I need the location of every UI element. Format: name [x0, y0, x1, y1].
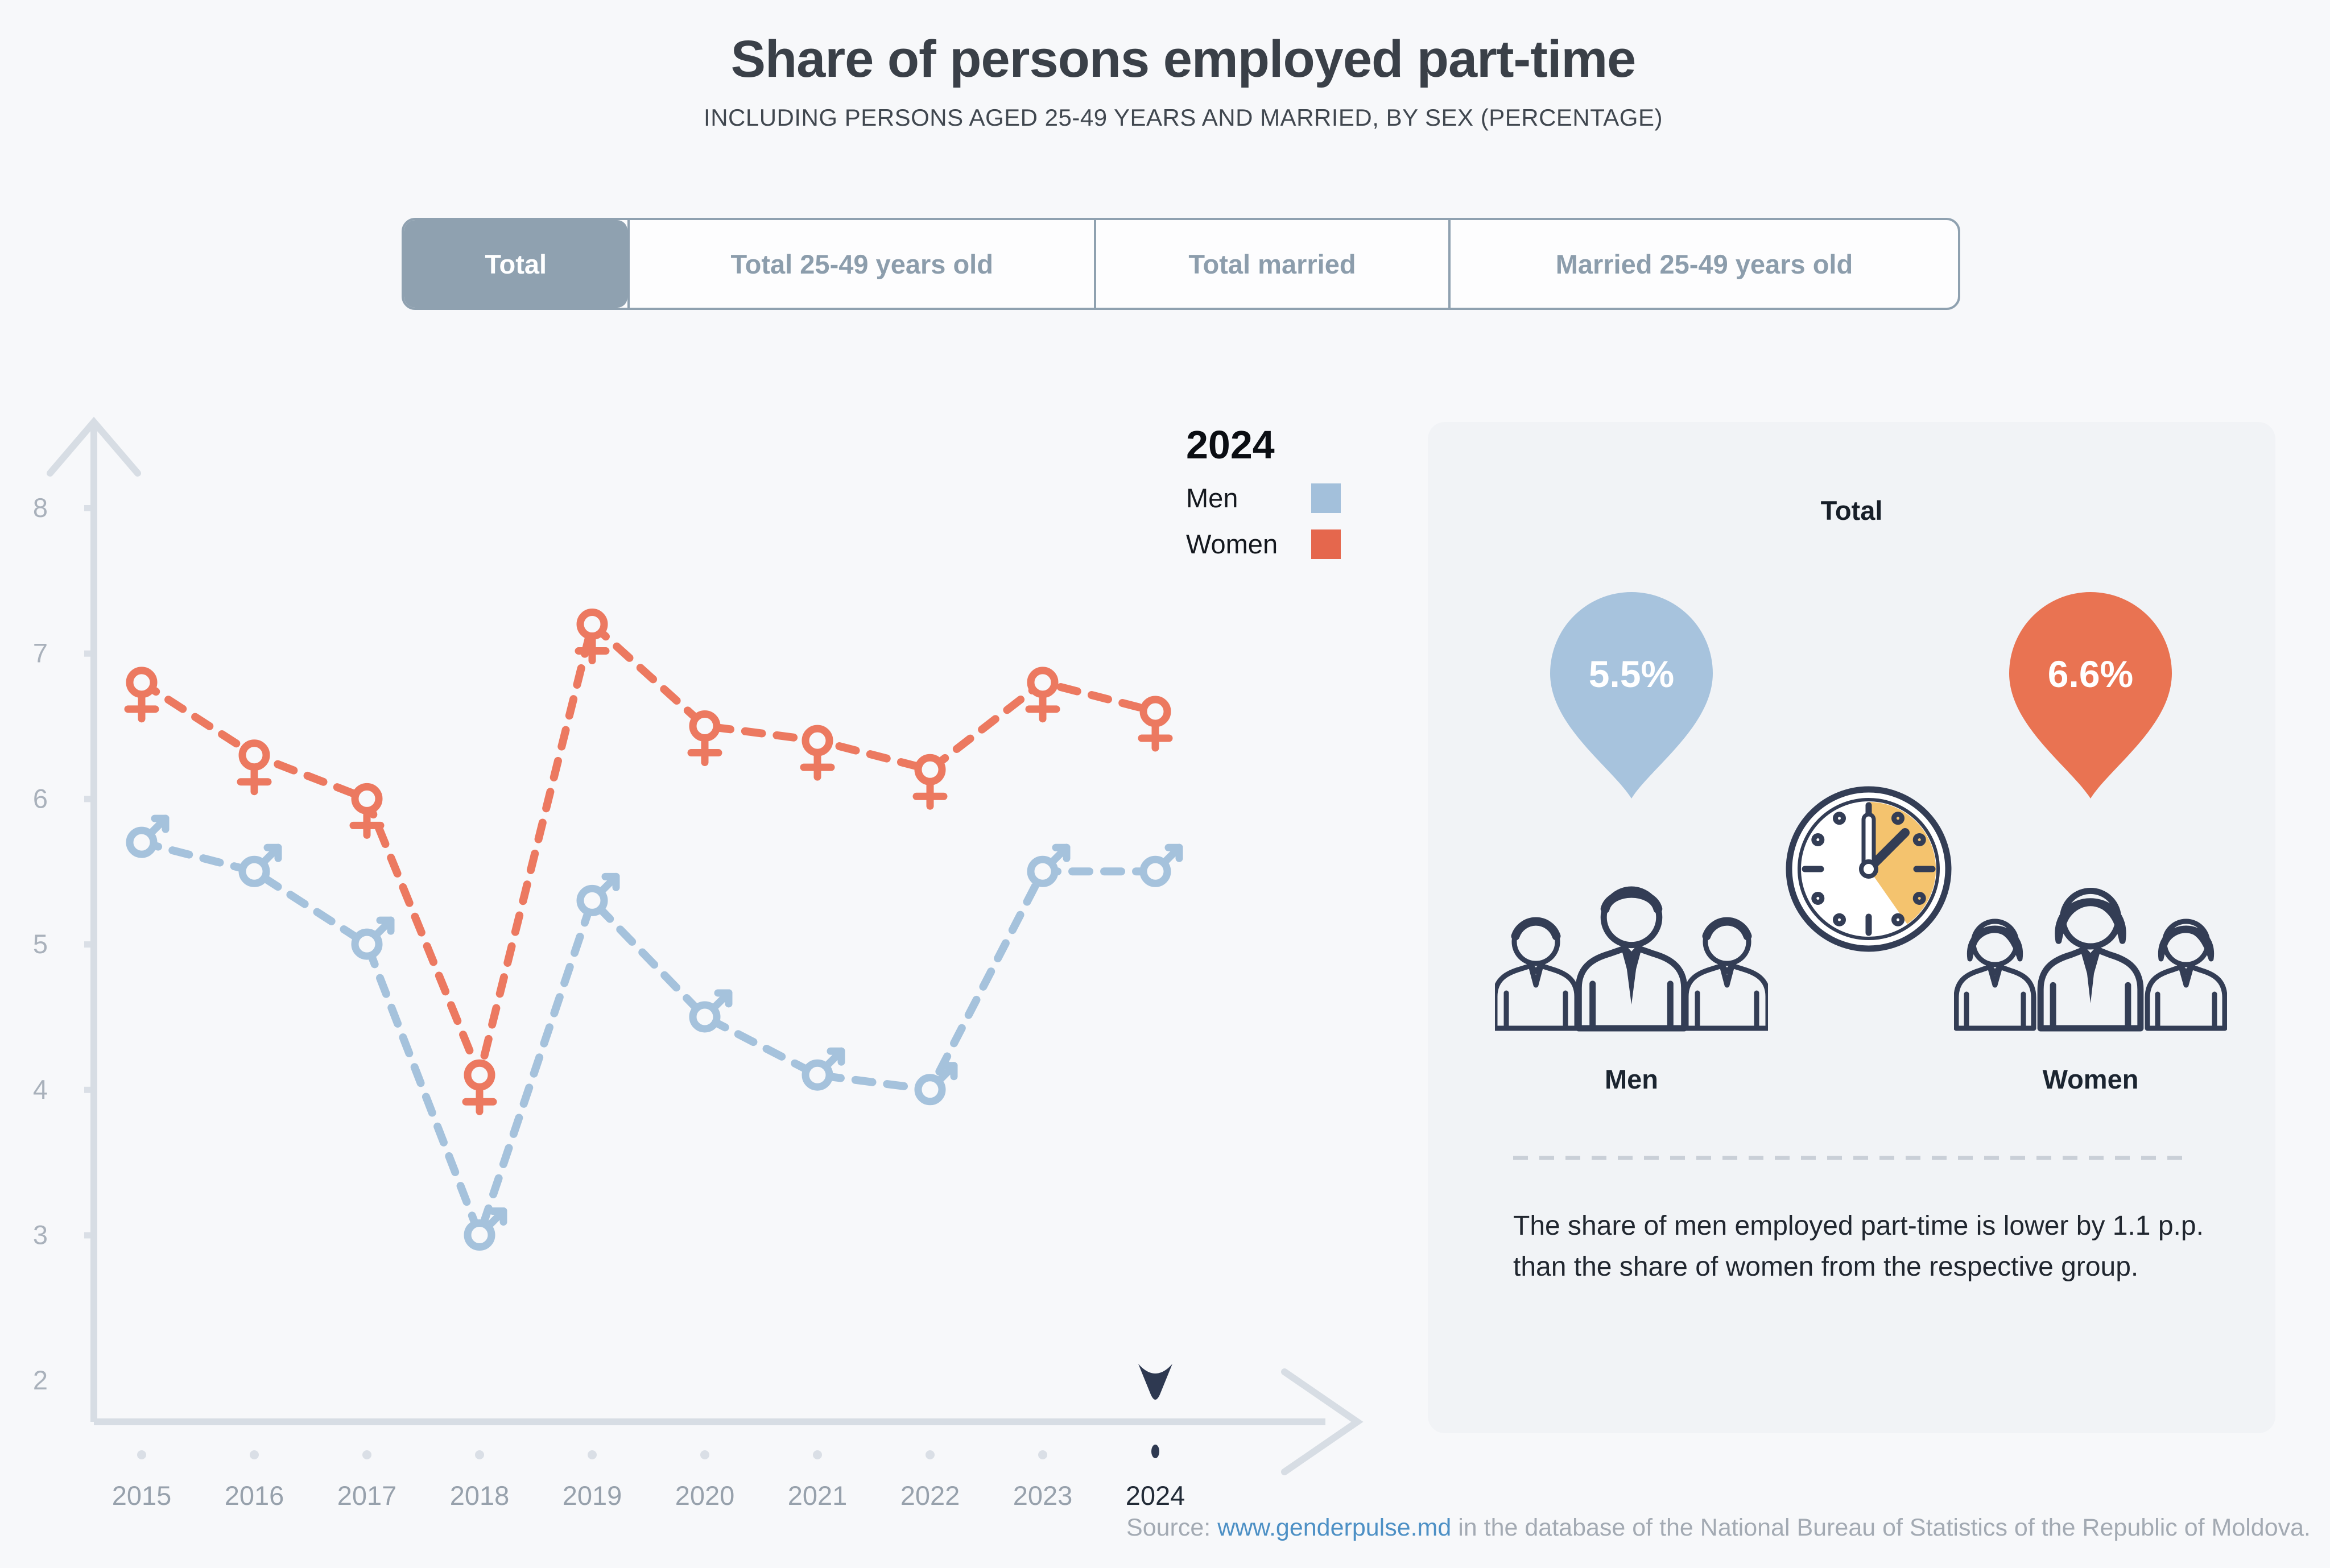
marker-female-2016	[237, 739, 272, 796]
selected-year-pointer-icon	[1138, 1364, 1172, 1400]
legend-swatch-men-icon	[1311, 483, 1341, 513]
selected-year-dot	[1151, 1445, 1159, 1458]
men-group-label: Men	[1605, 1064, 1658, 1094]
y-axis-arrow-icon	[47, 416, 141, 477]
marker-male-2016	[238, 843, 282, 887]
tab-married-25-49[interactable]: Married 25-49 years old	[1448, 220, 1958, 308]
y-tick	[84, 941, 90, 948]
marker-male-2018	[464, 1207, 507, 1251]
legend-item-men: Men	[1186, 482, 1341, 514]
legend-label-men: Men	[1186, 483, 1238, 513]
marker-male-2017	[351, 916, 395, 960]
marker-male-2023	[1027, 843, 1071, 887]
legend-swatch-women-icon	[1311, 529, 1341, 559]
source-link[interactable]: www.genderpulse.md	[1217, 1514, 1452, 1541]
x-year-label-2016[interactable]: 2016	[225, 1480, 284, 1511]
summary-panel: Total 5.5% 6.6%	[1428, 422, 2275, 1433]
category-tabs: Total Total 25-49 years old Total marrie…	[402, 218, 1960, 310]
tab-total-25-49[interactable]: Total 25-49 years old	[627, 220, 1094, 308]
x-year-dot	[137, 1450, 146, 1459]
y-tick	[84, 1086, 90, 1093]
x-year-dot	[588, 1450, 597, 1459]
panel-title: Total	[1820, 495, 1883, 526]
source-suffix: in the database of the National Bureau o…	[1451, 1514, 2311, 1541]
x-axis-arrow-icon	[1281, 1368, 1364, 1475]
men-value: 5.5%	[1589, 653, 1674, 695]
marker-female-2023	[1025, 667, 1060, 723]
y-tick-label: 6	[33, 783, 48, 813]
marker-female-2015	[124, 667, 159, 723]
page-title: Share of persons employed part-time	[730, 30, 1637, 88]
women-value-pin-icon: 6.6%	[2009, 592, 2172, 799]
x-year-dot	[250, 1450, 259, 1459]
marker-male-2024	[1139, 843, 1183, 887]
marker-female-2020	[687, 710, 722, 767]
panel-divider	[1513, 1156, 2190, 1160]
marker-female-2018	[462, 1059, 497, 1115]
panel-note: The share of men employed part-time is l…	[1513, 1211, 2204, 1282]
x-year-dot	[362, 1450, 371, 1459]
tab-total[interactable]: Total	[404, 220, 628, 308]
y-tick	[84, 1232, 90, 1239]
women-group-icon	[1954, 887, 2227, 1032]
marker-female-2022	[912, 754, 948, 810]
tab-total-married[interactable]: Total married	[1094, 220, 1448, 308]
x-year-dot	[700, 1450, 709, 1459]
header: Share of persons employed part-time INCL…	[704, 30, 1663, 131]
clock-icon	[1786, 786, 1952, 952]
men-value-pin-icon: 5.5%	[1550, 592, 1713, 799]
page-subtitle: INCLUDING PERSONS AGED 25-49 YEARS AND M…	[704, 104, 1663, 131]
marker-female-2021	[800, 725, 835, 781]
y-tick	[84, 796, 90, 802]
marker-female-2019	[575, 609, 610, 665]
x-year-dot	[475, 1450, 484, 1459]
series-line-women	[138, 617, 1159, 1088]
x-year-dot	[813, 1450, 822, 1459]
y-tick-label: 8	[33, 493, 48, 523]
women-value: 6.6%	[2048, 653, 2133, 695]
marker-male-2015	[126, 814, 170, 858]
y-tick	[84, 650, 90, 657]
marker-female-2024	[1138, 696, 1173, 752]
x-year-label-2020[interactable]: 2020	[675, 1480, 735, 1511]
x-year-label-2022[interactable]: 2022	[900, 1480, 960, 1511]
legend: 2024 Men Women	[1186, 422, 1341, 560]
men-group-icon	[1495, 886, 1768, 1032]
y-tick-label: 3	[33, 1220, 48, 1250]
marker-male-2022	[914, 1062, 958, 1106]
y-tick-label: 7	[33, 638, 48, 668]
x-year-label-2024[interactable]: 2024	[1126, 1480, 1185, 1511]
y-tick-label: 4	[33, 1074, 48, 1104]
x-year-label-2018[interactable]: 2018	[450, 1480, 510, 1511]
x-year-label-2019[interactable]: 2019	[563, 1480, 622, 1511]
legend-label-women: Women	[1186, 529, 1278, 559]
y-tick-label: 5	[33, 929, 48, 959]
x-year-label-2023[interactable]: 2023	[1013, 1480, 1073, 1511]
source-line: Source: www.genderpulse.md in the databa…	[1126, 1514, 2311, 1542]
x-year-dot	[926, 1450, 935, 1459]
legend-year: 2024	[1186, 423, 1275, 467]
x-year-label-2017[interactable]: 2017	[337, 1480, 397, 1511]
source-prefix: Source:	[1126, 1514, 1218, 1541]
x-year-dot	[1038, 1450, 1047, 1459]
marker-female-2017	[349, 783, 385, 839]
series-line-men	[138, 838, 1159, 1247]
legend-item-women: Women	[1186, 528, 1341, 560]
x-year-label-2015[interactable]: 2015	[112, 1480, 172, 1511]
marker-male-2019	[576, 872, 620, 916]
y-tick	[84, 505, 90, 511]
y-tick-label: 2	[33, 1365, 48, 1395]
women-group-label: Women	[2042, 1064, 2139, 1094]
marker-male-2021	[802, 1047, 845, 1091]
marker-male-2020	[689, 989, 733, 1033]
x-year-label-2021[interactable]: 2021	[788, 1480, 848, 1511]
